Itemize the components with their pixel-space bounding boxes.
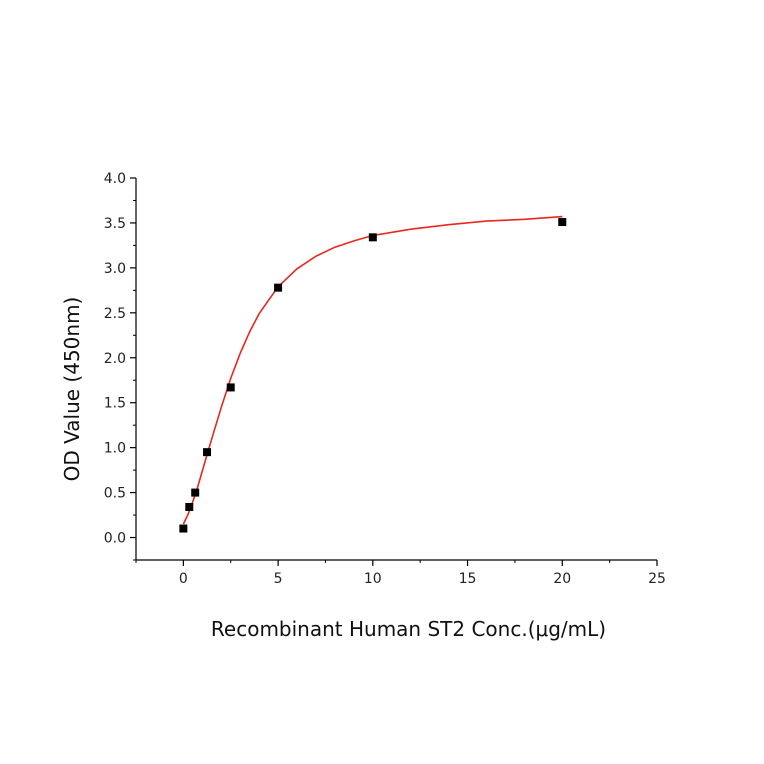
x-tick-label: 10: [364, 571, 382, 587]
data-point: [179, 524, 188, 533]
x-tick-label: 0: [179, 571, 188, 587]
y-axis-label: OD Value (450nm): [60, 297, 84, 482]
data-point: [185, 502, 194, 511]
x-tick-label: 20: [553, 571, 571, 587]
data-point: [191, 488, 200, 497]
y-tick-label: 0.5: [104, 486, 126, 502]
data-point: [226, 383, 235, 392]
y-tick-label: 2.0: [104, 351, 126, 367]
data-point: [558, 218, 567, 227]
data-point: [274, 283, 283, 292]
data-point: [368, 233, 377, 242]
x-ticks: 0 5 10 15 20 25: [135, 560, 666, 587]
x-axis-label: Recombinant Human ST2 Conc.(μg/mL): [211, 617, 606, 641]
y-tick-label: 2.5: [104, 306, 126, 322]
y-tick-label: 0.0: [104, 531, 126, 547]
y-ticks: 0.0 0.5 1.0 1.5 2.0 2.5 3.0 3.5 4.0: [104, 171, 136, 561]
y-tick-label: 1.0: [104, 441, 126, 457]
x-tick-label: 25: [648, 571, 666, 587]
data-point: [203, 448, 212, 457]
y-tick-label: 3.0: [104, 261, 126, 277]
x-tick-label: 5: [274, 571, 283, 587]
y-tick-label: 4.0: [104, 171, 126, 187]
x-tick-label: 15: [459, 571, 477, 587]
data-points: [179, 218, 567, 533]
y-tick-label: 1.5: [104, 396, 126, 412]
axes: [135, 178, 657, 561]
y-tick-label: 3.5: [104, 216, 126, 232]
fit-curve-line: [182, 215, 563, 525]
